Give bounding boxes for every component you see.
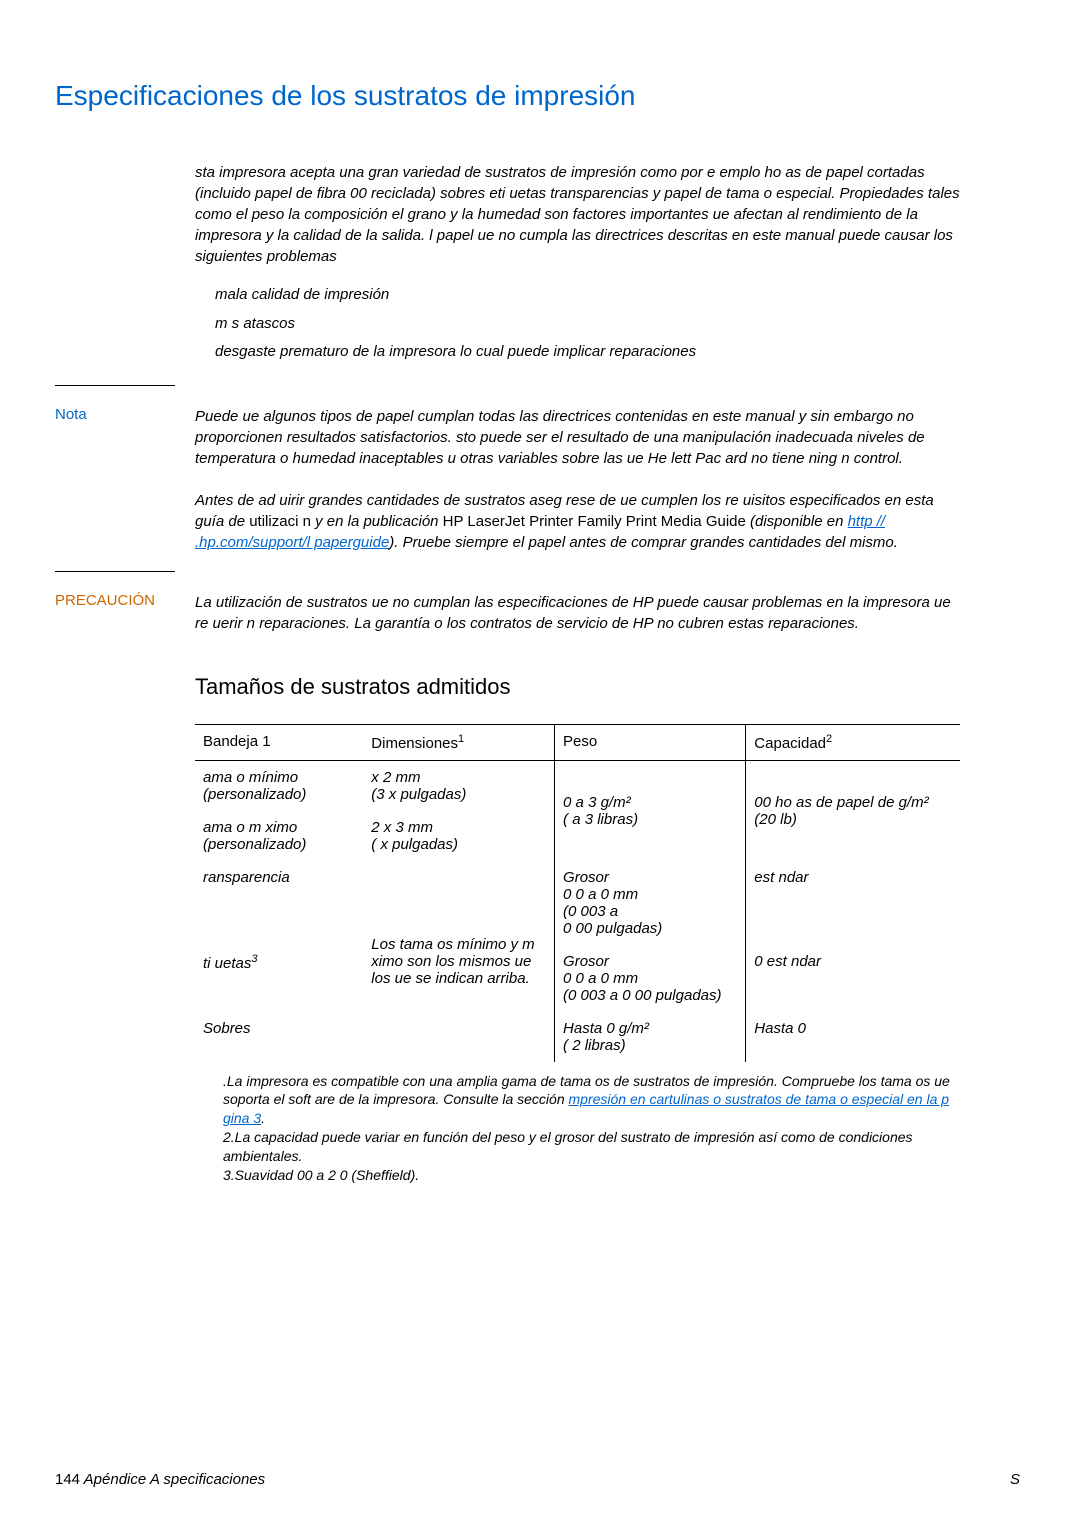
precaucion-label: PRECAUCIÓN (55, 592, 195, 634)
table-row: ama o mínimo (personalizado) x 2 mm (3 x… (195, 760, 960, 811)
table-section: Tamaños de sustratos admitidos Bandeja 1… (195, 674, 960, 1185)
precaucion-section: PRECAUCIÓN La utilización de sustratos u… (55, 592, 1020, 634)
nota-body: Puede ue algunos tipos de papel cumplan … (195, 406, 960, 553)
nota-label: Nota (55, 406, 195, 553)
table-header-row: Bandeja 1 Dimensiones1 Peso Capacidad2 (195, 724, 960, 760)
footnote: 3.Suavidad 00 a 2 0 (Sheffield). (223, 1166, 960, 1185)
table-row: Sobres Hasta 0 g/m² ( 2 libras) Hasta 0 (195, 1012, 960, 1062)
intro-block: sta impresora acepta una gran variedad d… (195, 162, 960, 367)
separator (55, 385, 1020, 386)
intro-text: sta impresora acepta una gran variedad d… (195, 162, 960, 267)
nota-p1: Puede ue algunos tipos de papel cumplan … (195, 406, 960, 469)
precaucion-body: La utilización de sustratos ue no cumpla… (195, 592, 960, 634)
table-row: ransparencia Los tama os mínimo y m ximo… (195, 861, 960, 945)
table-row: ti uetas3 Grosor 0 0 a 0 mm (0 003 a 0 0… (195, 945, 960, 1012)
footnotes: .La impresora es compatible con una ampl… (223, 1072, 960, 1185)
separator (55, 571, 1020, 572)
page-footer: 144 Apéndice A specificaciones S (55, 1471, 1020, 1488)
footnote: 2.La capacidad puede variar en función d… (223, 1128, 960, 1166)
nota-section: Nota Puede ue algunos tipos de papel cum… (55, 406, 1020, 553)
col-header: Peso (555, 724, 746, 760)
bullet-item: mala calidad de impresión (215, 281, 960, 310)
bullet-list: mala calidad de impresión m s atascos de… (215, 281, 960, 367)
col-header: Capacidad2 (746, 724, 960, 760)
footer-left: 144 Apéndice A specificaciones (55, 1471, 265, 1488)
col-header: Bandeja 1 (195, 724, 363, 760)
col-header: Dimensiones1 (363, 724, 554, 760)
bullet-item: desgaste prematuro de la impresora lo cu… (215, 338, 960, 367)
page: Especificaciones de los sustratos de imp… (0, 0, 1080, 1528)
subtitle: Tamaños de sustratos admitidos (195, 674, 960, 700)
bullet-item: m s atascos (215, 310, 960, 339)
footer-right: S (1010, 1471, 1020, 1488)
nota-p2: Antes de ad uirir grandes cantidades de … (195, 490, 960, 553)
footnote: .La impresora es compatible con una ampl… (223, 1072, 960, 1129)
spec-table: Bandeja 1 Dimensiones1 Peso Capacidad2 a… (195, 724, 960, 1062)
footnote-link[interactable]: mpresión en cartulinas o sustratos de ta… (223, 1091, 949, 1126)
page-title: Especificaciones de los sustratos de imp… (55, 80, 1020, 112)
